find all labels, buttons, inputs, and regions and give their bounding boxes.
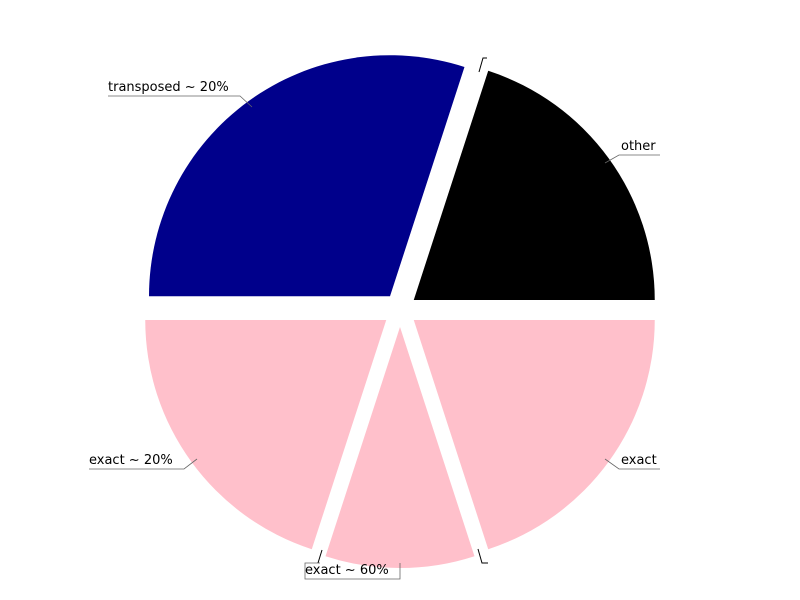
slice-exact-60 xyxy=(325,327,475,569)
gap-tick-top xyxy=(478,57,487,73)
slice-label-exact-20: exact ~ 20% xyxy=(89,453,173,468)
gap-tick-bottom-left xyxy=(317,549,323,564)
slice-transposed xyxy=(149,55,465,297)
slice-other xyxy=(413,70,655,301)
slice-label-other: other xyxy=(621,139,656,154)
leader-exact-60 xyxy=(304,562,401,580)
slice-exact-20 xyxy=(145,319,387,550)
leader-transposed xyxy=(108,95,253,108)
label-leader-lines xyxy=(89,57,660,580)
gap-tick-bottom-right xyxy=(477,548,488,564)
leader-other xyxy=(604,154,660,164)
slice-label-transposed: transposed ~ 20% xyxy=(108,80,229,95)
leader-exact-20 xyxy=(89,458,198,470)
leader-exact xyxy=(604,458,660,470)
pie-slices xyxy=(145,55,655,569)
slice-label-exact-60: exact ~ 60% xyxy=(305,563,389,578)
pie-labels: other transposed ~ 20% exact ~ 20% exact… xyxy=(89,80,657,578)
slice-label-exact: exact xyxy=(621,453,657,468)
slice-exact xyxy=(413,319,655,550)
